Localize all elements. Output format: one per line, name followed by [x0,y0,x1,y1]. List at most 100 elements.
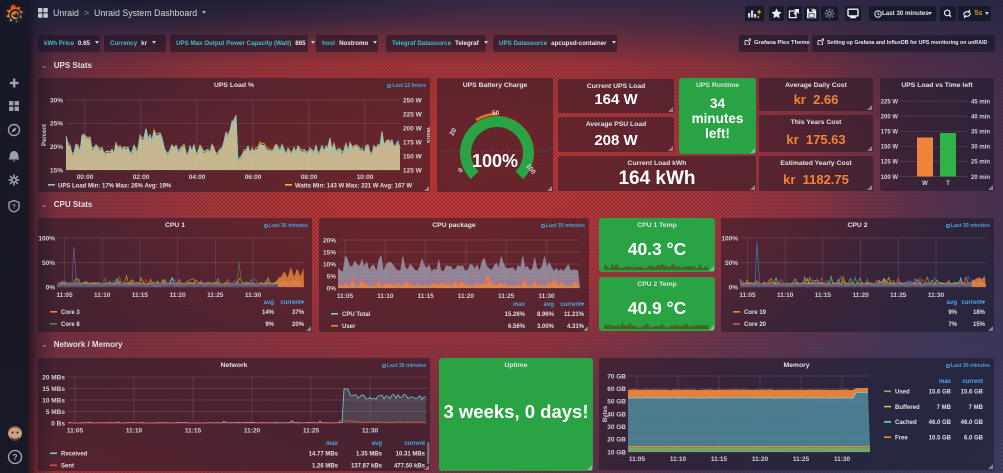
svg-text:11:30: 11:30 [834,456,851,463]
svg-text:08:00: 08:00 [301,174,318,181]
svg-text:11:20: 11:20 [752,456,769,463]
svg-text:0: 0 [457,167,465,175]
svg-text:02:00: 02:00 [133,174,150,181]
svg-text:37%: 37% [292,310,305,316]
svg-text:0%: 0% [729,284,739,291]
svg-text:Received: Received [61,452,88,458]
svg-text:Buffered: Buffered [895,405,920,411]
svg-text:Free: Free [895,435,908,441]
svg-text:46.0 GB: 46.0 GB [929,420,952,426]
svg-text:50: 50 [492,110,500,117]
svg-text:10%: 10% [323,261,336,268]
svg-text:10:00: 10:00 [357,174,374,181]
svg-text:T: T [946,181,950,187]
svg-text:175 W: 175 W [881,130,899,136]
svg-text:25 min: 25 min [971,160,990,166]
svg-text:11:05: 11:05 [337,293,354,300]
svg-text:40 min: 40 min [971,114,990,120]
svg-text:current▾: current▾ [560,302,585,308]
svg-text:11:15: 11:15 [185,428,202,435]
svg-text:15%: 15% [323,249,336,256]
svg-text:11:20: 11:20 [244,428,261,435]
svg-text:W: W [922,181,928,187]
svg-text:150 W: 150 W [403,153,423,160]
svg-text:11:10: 11:10 [670,456,687,463]
svg-text:7 MB: 7 MB [937,405,952,411]
svg-text:11:25: 11:25 [498,293,515,300]
svg-text:9%: 9% [948,310,957,316]
svg-text:50%: 50% [42,260,55,267]
svg-text:60 GB: 60 GB [607,386,626,393]
svg-text:max: max [513,302,526,308]
svg-text:100%: 100% [38,235,55,242]
svg-text:200 W: 200 W [881,114,899,120]
svg-text:avg: avg [947,300,958,306]
svg-text:18%: 18% [973,310,986,316]
svg-text:137.87 kBs: 137.87 kBs [351,464,383,470]
svg-text:7 MB: 7 MB [969,405,984,411]
svg-text:UPS Load Min: 17% Max: 26%: UPS Load Min: 17% Max: 26% Avg: 19% [58,184,172,190]
svg-text:11:10: 11:10 [377,293,394,300]
svg-text:06:00: 06:00 [245,174,262,181]
svg-text:20%: 20% [323,237,336,244]
svg-text:125 W: 125 W [403,167,423,174]
svg-text:avg: avg [264,300,275,306]
svg-text:125 W: 125 W [881,160,899,166]
svg-text:100%: 100% [472,151,518,171]
svg-text:40 GB: 40 GB [607,411,626,418]
svg-text:Used: Used [895,390,910,396]
svg-text:Cached: Cached [895,420,917,426]
svg-text:14%: 14% [262,310,275,316]
svg-text:User: User [342,324,356,330]
svg-text:Watts: Watts [425,127,430,144]
svg-text:11:10: 11:10 [126,428,143,435]
svg-text:100 W: 100 W [881,175,899,181]
svg-text:00:00: 00:00 [77,174,94,181]
svg-text:15.6 GB: 15.6 GB [961,390,984,396]
svg-text:225 W: 225 W [403,111,423,118]
svg-text:current: current [962,379,983,385]
svg-text:Core 19: Core 19 [744,310,767,316]
svg-text:14.77 MBs: 14.77 MBs [309,452,339,458]
svg-text:11:10: 11:10 [94,292,111,299]
svg-text:11.21%: 11.21% [564,312,585,318]
svg-text:11:25: 11:25 [890,292,907,299]
svg-text:1.35 MBs: 1.35 MBs [356,452,383,458]
svg-text:10.5 GB: 10.5 GB [929,435,952,441]
svg-text:20 min: 20 min [971,175,990,181]
svg-text:20 MBs: 20 MBs [42,374,65,381]
svg-text:20 GB: 20 GB [607,437,626,444]
svg-text:6.0 GB: 6.0 GB [964,435,984,441]
svg-text:0%: 0% [46,284,56,291]
svg-text:11:30: 11:30 [928,292,945,299]
svg-text:current▾: current▾ [280,300,305,306]
svg-text:15%: 15% [50,167,63,174]
svg-text:9%: 9% [265,322,274,328]
svg-text:avg: avg [544,302,555,308]
svg-text:1.26 MBs: 1.26 MBs [312,464,339,470]
svg-text:250 W: 250 W [403,97,423,104]
svg-text:30%: 30% [50,97,63,104]
svg-text:45 min: 45 min [971,99,990,105]
svg-text:Core 3: Core 3 [61,310,80,316]
svg-text:5%: 5% [327,273,337,280]
svg-text:4.31%: 4.31% [567,324,585,330]
svg-text:50%: 50% [725,260,738,267]
svg-text:11:20: 11:20 [169,292,186,299]
svg-text:11:05: 11:05 [56,292,73,299]
svg-text:?: ? [12,205,16,211]
svg-text:11:05: 11:05 [67,428,84,435]
svg-text:11:20: 11:20 [852,292,869,299]
svg-text:11:15: 11:15 [417,293,434,300]
svg-text:11:15: 11:15 [711,456,728,463]
svg-text:477.50 kBs: 477.50 kBs [394,464,426,470]
svg-text:150 W: 150 W [881,145,899,151]
svg-text:Core 20: Core 20 [744,322,767,328]
svg-text:10 MBs: 10 MBs [42,397,65,404]
svg-text:10.31 MBs: 10.31 MBs [396,452,426,458]
svg-text:3.00%: 3.00% [537,324,555,330]
svg-text:100%: 100% [721,235,738,242]
svg-text:Core 8: Core 8 [61,322,80,328]
svg-text:avg: avg [372,441,383,447]
svg-text:max: max [326,441,339,447]
